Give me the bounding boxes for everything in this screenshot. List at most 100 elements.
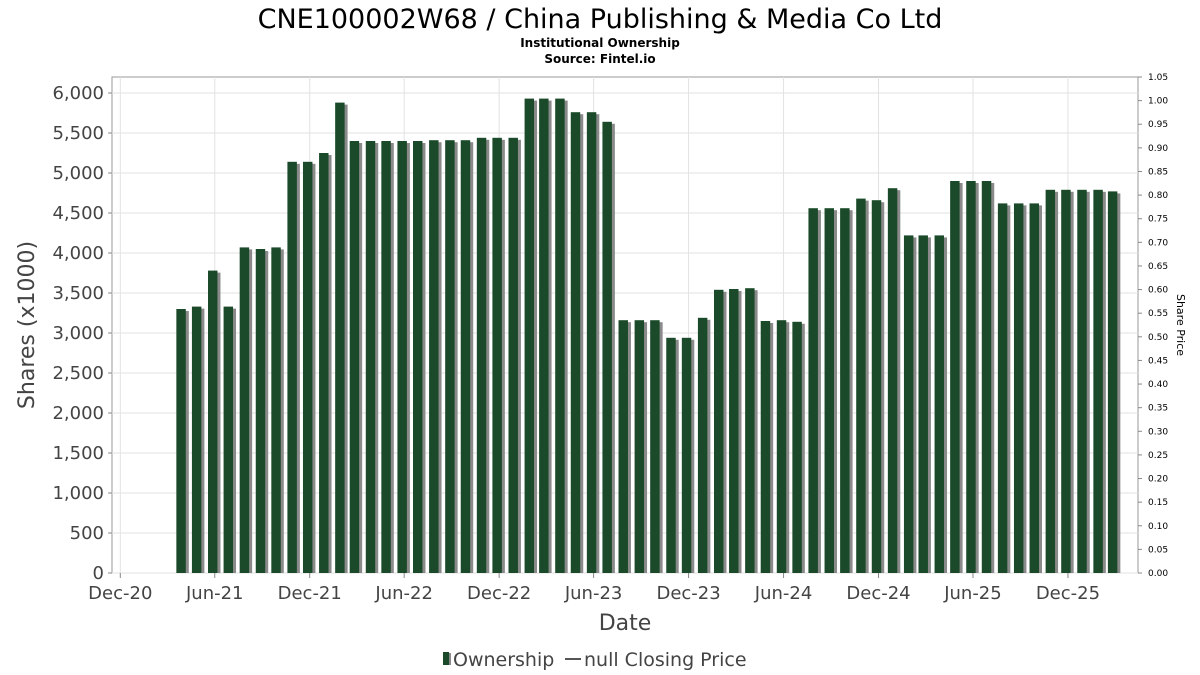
legend-item-closing-price: null Closing Price — [584, 649, 747, 671]
y-tick-label: 2,500 — [52, 363, 104, 384]
bar-ownership — [1061, 189, 1071, 574]
bar-ownership — [586, 112, 597, 573]
bar-ownership — [666, 337, 676, 573]
y-tick-label: 1,000 — [52, 483, 104, 504]
bar-ownership — [176, 309, 186, 573]
bar-ownership — [492, 137, 502, 574]
x-tick-label: Dec-20 — [88, 583, 152, 604]
x-axis-ticks: Dec-20 Jun-21 Dec-21 Jun-22 Dec-22 Jun-23 Dec-… — [88, 573, 1100, 604]
legend-bar-swatch-shadow — [449, 653, 451, 665]
bar-ownership — [981, 181, 992, 573]
y-tick-label: 500 — [70, 523, 104, 544]
bar-ownership — [824, 208, 834, 573]
bar-ownership — [524, 98, 535, 573]
bar-ownership — [650, 320, 660, 573]
y2-tick-label: 0.00 — [1148, 569, 1168, 579]
y-axis-label: Shares (x1000) — [15, 241, 40, 409]
x-tick-label: Jun-21 — [185, 583, 244, 604]
bar-ownership — [950, 181, 960, 573]
y2-tick-label: 0.30 — [1148, 427, 1168, 437]
bar-ownership — [903, 235, 914, 573]
bar-ownership — [413, 141, 423, 573]
bar-ownership — [714, 289, 724, 573]
bar-ownership — [871, 200, 882, 573]
y2-tick-label: 0.40 — [1148, 380, 1168, 390]
bar-ownership — [381, 141, 391, 573]
x-tick-label: Dec-24 — [846, 583, 910, 604]
bar-ownership — [697, 317, 708, 573]
bar-ownership — [476, 137, 487, 574]
legend: Ownership null Closing Price — [443, 649, 747, 671]
bar-ownership — [1029, 203, 1039, 573]
y-tick-label: 0 — [93, 563, 104, 584]
bar-ownership — [570, 112, 581, 573]
bar-ownership — [602, 121, 612, 574]
y2-tick-label: 0.15 — [1148, 498, 1168, 508]
y2-axis-ticks: 0.00 0.05 0.10 0.15 0.20 0.25 0.30 0.35 0.40 0.45… — [1138, 73, 1168, 579]
y2-tick-label: 0.05 — [1148, 545, 1168, 555]
bar-ownership — [429, 140, 439, 573]
y2-tick-label: 0.75 — [1148, 215, 1168, 225]
y2-tick-label: 0.95 — [1148, 120, 1168, 130]
bar-ownership — [539, 98, 549, 573]
bar-ownership — [934, 235, 945, 573]
bar-ownership — [918, 235, 928, 573]
bar-ownership — [508, 137, 518, 574]
y-tick-label: 3,500 — [52, 283, 104, 304]
y-tick-label: 5,500 — [52, 123, 104, 144]
bar-ownership — [1013, 203, 1024, 573]
bar-ownership — [239, 247, 250, 573]
x-tick-label: Dec-23 — [656, 583, 720, 604]
bar-ownership — [618, 320, 628, 573]
x-tick-label: Dec-21 — [278, 583, 342, 604]
x-tick-label: Jun-24 — [754, 583, 813, 604]
y2-tick-label: 0.90 — [1148, 144, 1168, 154]
bar-ownership — [460, 140, 471, 573]
bar-ownership — [255, 249, 266, 573]
y2-tick-label: 1.05 — [1148, 73, 1168, 83]
bar-ownership — [808, 208, 818, 573]
bar-ownership — [302, 161, 313, 574]
legend-item-ownership: Ownership — [453, 649, 554, 671]
bar-ownership — [271, 247, 281, 573]
y2-tick-label: 0.50 — [1148, 333, 1168, 343]
y2-tick-label: 1.00 — [1148, 97, 1168, 107]
x-tick-label: Dec-22 — [467, 583, 531, 604]
y2-tick-label: 0.60 — [1148, 286, 1168, 296]
y-tick-label: 4,500 — [52, 203, 104, 224]
y2-tick-label: 0.70 — [1148, 238, 1168, 248]
bar-ownership — [997, 203, 1008, 573]
bar-ownership — [319, 153, 329, 573]
y-tick-label: 6,000 — [52, 83, 104, 104]
y2-tick-label: 0.20 — [1148, 475, 1168, 485]
chart-subtitle-line-1: Institutional Ownership — [520, 36, 680, 50]
bar-ownership — [792, 321, 802, 573]
y2-axis-label: Share Price — [1174, 294, 1187, 356]
y-axis-ticks: 0 500 1,000 1,500 2,000 2,500 3,000 3,500 4,000 4… — [52, 83, 112, 584]
y2-tick-label: 0.65 — [1148, 262, 1168, 272]
y-tick-label: 3,000 — [52, 323, 104, 344]
x-tick-label: Jun-22 — [374, 583, 433, 604]
legend-bar-swatch — [443, 652, 449, 665]
bar-ownership — [760, 321, 771, 573]
bar-ownership — [208, 270, 218, 573]
y-tick-label: 2,000 — [52, 403, 104, 424]
y-tick-label: 5,000 — [52, 163, 104, 184]
bar-ownership — [840, 208, 850, 573]
bar-ownership — [729, 289, 739, 573]
bar-ownership — [634, 320, 645, 573]
chart-subtitle-line-2: Source: Fintel.io — [544, 52, 655, 66]
y-tick-label: 1,500 — [52, 443, 104, 464]
bar-ownership — [223, 306, 234, 573]
x-tick-label: Jun-23 — [564, 583, 623, 604]
bar-ownership — [555, 98, 565, 573]
bar-ownership — [1045, 189, 1056, 574]
bar-ownership — [745, 288, 755, 573]
y2-tick-label: 0.35 — [1148, 404, 1168, 414]
bar-ownership — [349, 141, 360, 573]
y2-tick-label: 0.10 — [1148, 522, 1168, 532]
y2-tick-label: 0.45 — [1148, 356, 1168, 366]
x-axis-label: Date — [599, 611, 652, 636]
y2-tick-label: 0.25 — [1148, 451, 1168, 461]
